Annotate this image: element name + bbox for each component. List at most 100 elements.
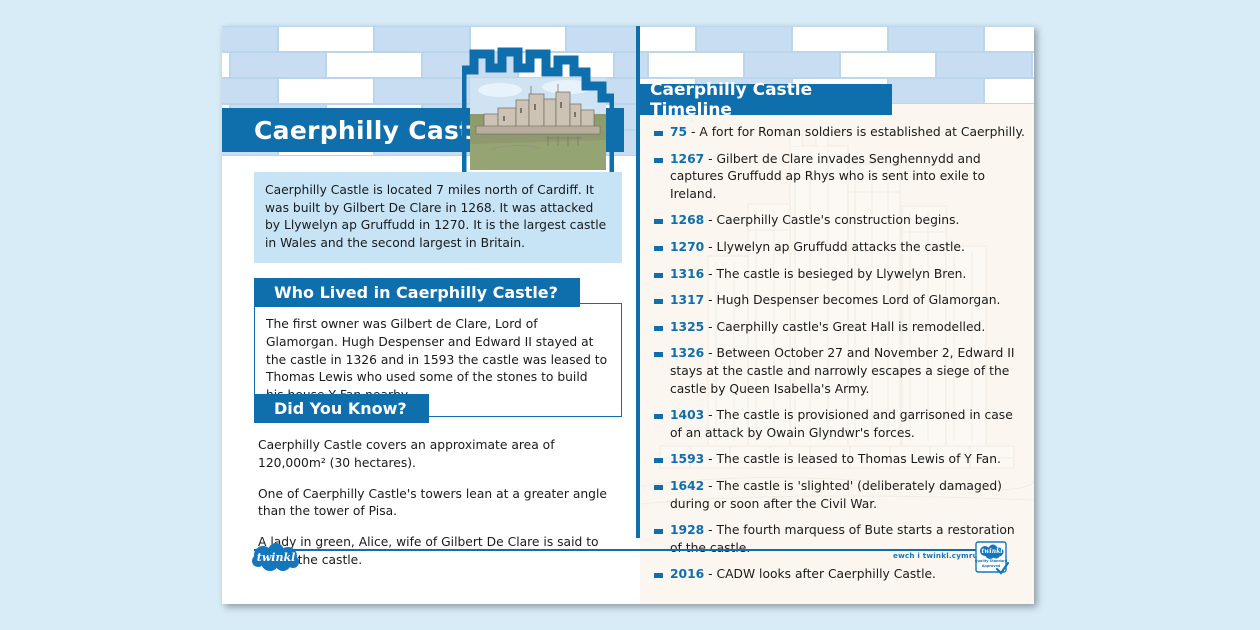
timeline-bullet-icon xyxy=(654,272,663,278)
timeline-dash: - xyxy=(691,125,696,139)
brick xyxy=(744,52,840,78)
footer-rule xyxy=(254,549,1002,551)
timeline-entry: 1403 - The castle is provisioned and gar… xyxy=(654,407,1026,442)
timeline-bullet-icon xyxy=(654,299,663,305)
timeline-entry: 1268 - Caerphilly Castle's construction … xyxy=(654,212,1026,230)
castle-illustration xyxy=(470,78,606,170)
section-paragraph: The first owner was Gilbert de Clare, Lo… xyxy=(266,317,608,402)
timeline-bullet-icon xyxy=(654,573,663,579)
section-paragraph: Caerphilly Castle covers an approximate … xyxy=(258,438,555,470)
welsh-site-link[interactable]: ewch i twinkl.cymru xyxy=(893,551,978,560)
timeline-title: Caerphilly Castle Timeline xyxy=(650,79,813,120)
brick xyxy=(1032,52,1034,78)
brick xyxy=(888,78,984,104)
brick-row xyxy=(640,26,1034,52)
timeline-entry: 1325 - Caerphilly castle's Great Hall is… xyxy=(654,319,1026,337)
timeline-year: 2016 xyxy=(670,567,705,582)
brick xyxy=(840,52,936,78)
svg-text:Approved: Approved xyxy=(982,564,1001,568)
timeline-text: Gilbert de Clare invades Senghennydd and… xyxy=(670,151,985,201)
timeline-bullet-icon xyxy=(654,414,663,420)
brick xyxy=(230,52,326,78)
timeline-year: 75 xyxy=(670,125,688,139)
brick xyxy=(640,52,648,78)
timeline-bullet-icon xyxy=(654,219,663,225)
timeline-dash: - xyxy=(708,523,713,538)
brick xyxy=(326,52,422,78)
timeline-year: 1317 xyxy=(670,293,705,308)
timeline-bullet-icon xyxy=(654,458,663,464)
timeline-dash: - xyxy=(708,408,713,423)
brick xyxy=(374,78,470,104)
page-title: Caerphilly Castle xyxy=(254,115,498,145)
right-panel: Caerphilly Castle Timeline 75 - A fort f… xyxy=(640,26,1034,604)
left-panel: Caerphilly Castle xyxy=(222,26,636,604)
timeline-bullet-icon xyxy=(654,157,663,163)
timeline-text: Caerphilly castle's Great Hall is remode… xyxy=(716,319,986,334)
svg-text:twinkl: twinkl xyxy=(981,548,1003,555)
timeline-text: A fort for Roman soldiers is established… xyxy=(699,125,1025,139)
timeline-text: The castle is leased to Thomas Lewis of … xyxy=(716,452,1001,467)
timeline-text: Llywelyn ap Gruffudd attacks the castle. xyxy=(716,239,965,254)
timeline-text: The castle is provisioned and garrisoned… xyxy=(670,408,1013,440)
crenellated-frame xyxy=(462,47,614,178)
brick xyxy=(640,26,696,52)
brick xyxy=(278,78,374,104)
brick xyxy=(222,78,278,104)
timeline-entry: 1326 - Between October 27 and November 2… xyxy=(654,345,1026,398)
twinkl-quality-badge[interactable]: twinkl Quality Standard Approved xyxy=(975,541,1009,575)
section-heading-text: Did You Know? xyxy=(274,399,407,418)
brick xyxy=(566,26,636,52)
brick xyxy=(222,26,278,52)
timeline-entry: 1593 - The castle is leased to Thomas Le… xyxy=(654,451,1026,469)
timeline-dash: - xyxy=(708,213,713,228)
timeline-entry: 1928 - The fourth marquess of Bute start… xyxy=(654,522,1026,557)
brick xyxy=(792,26,888,52)
brick-row xyxy=(222,26,636,52)
brick xyxy=(696,26,792,52)
brick xyxy=(888,26,984,52)
brick xyxy=(984,78,1034,104)
brick xyxy=(984,26,1034,52)
worksheet-page: Caerphilly Castle xyxy=(222,26,1034,604)
panel-divider xyxy=(636,26,640,538)
timeline-dash: - xyxy=(708,266,713,281)
timeline-year: 1267 xyxy=(670,151,705,166)
timeline-year: 1268 xyxy=(670,213,705,228)
brick xyxy=(278,26,374,52)
timeline-list: 75 - A fort for Roman soldiers is establ… xyxy=(654,124,1026,593)
timeline-entry: 1316 - The castle is besieged by Llywely… xyxy=(654,266,1026,284)
timeline-text: The castle is besieged by Llywelyn Bren. xyxy=(716,266,967,281)
timeline-year: 1326 xyxy=(670,346,705,361)
timeline-bullet-icon xyxy=(654,352,663,358)
timeline-text: Hugh Despenser becomes Lord of Glamorgan… xyxy=(716,293,1001,308)
timeline-year: 1325 xyxy=(670,319,705,334)
intro-text: Caerphilly Castle is located 7 miles nor… xyxy=(265,183,607,250)
timeline-dash: - xyxy=(708,293,713,308)
timeline-year: 1593 xyxy=(670,452,705,467)
timeline-dash: - xyxy=(708,452,713,467)
brick xyxy=(648,52,744,78)
timeline-bullet-icon xyxy=(654,529,663,535)
intro-box: Caerphilly Castle is located 7 miles nor… xyxy=(254,172,622,263)
timeline-text: CADW looks after Caerphilly Castle. xyxy=(716,567,936,582)
section-did-you-know: Did You Know? Caerphilly Castle covers a… xyxy=(254,394,622,570)
twinkl-logo[interactable]: twinkl xyxy=(250,543,302,573)
timeline-text: The fourth marquess of Bute starts a res… xyxy=(670,523,1015,555)
timeline-dash: - xyxy=(708,151,713,166)
section-paragraph: A lady in green, Alice, wife of Gilbert … xyxy=(258,535,599,567)
section-heading-bar: Who Lived in Caerphilly Castle? xyxy=(254,278,580,307)
timeline-bullet-icon xyxy=(654,245,663,251)
brick-row xyxy=(640,52,1034,78)
timeline-bullet-icon xyxy=(654,484,663,490)
timeline-bullet-icon xyxy=(654,131,663,136)
timeline-bullet-icon xyxy=(654,325,663,331)
timeline-dash: - xyxy=(708,567,713,582)
brick xyxy=(222,52,230,78)
brick xyxy=(614,52,636,78)
timeline-dash: - xyxy=(708,346,713,361)
timeline-dash: - xyxy=(708,478,713,493)
timeline-dash: - xyxy=(708,319,713,334)
timeline-text: Caerphilly Castle's construction begins. xyxy=(716,213,960,228)
timeline-title-banner: Caerphilly Castle Timeline xyxy=(640,80,892,120)
